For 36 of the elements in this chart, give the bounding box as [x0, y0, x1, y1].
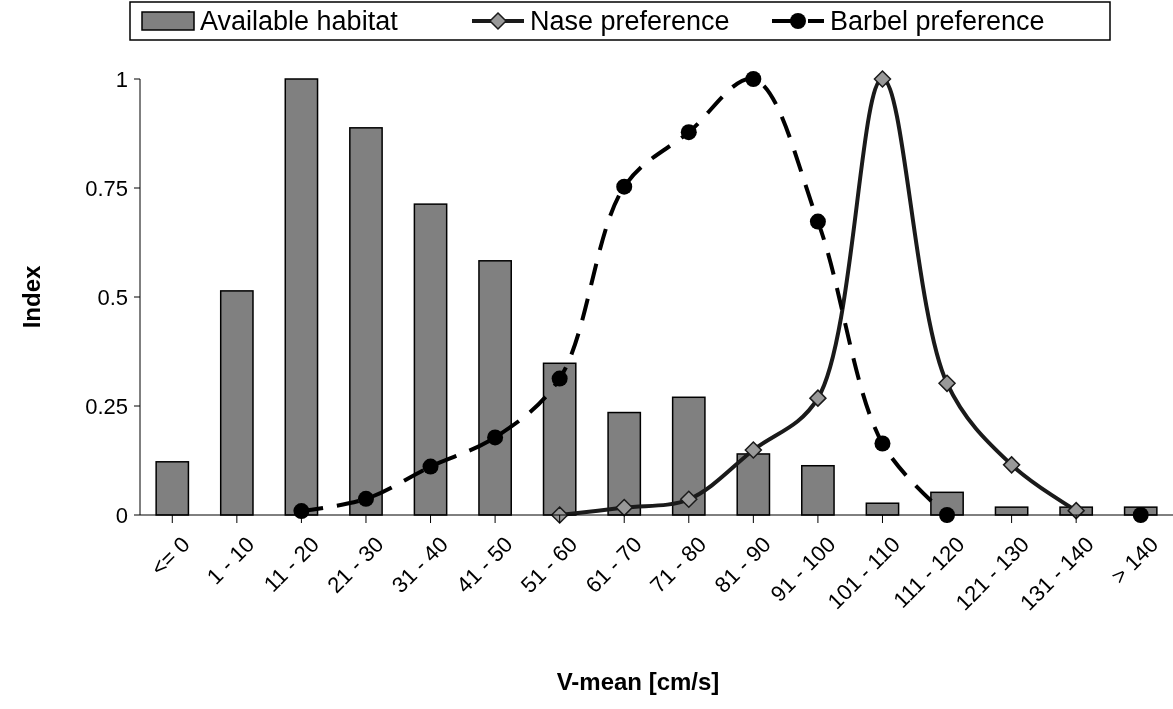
x-tick-label: 71 - 80 — [645, 531, 712, 598]
point — [680, 124, 697, 141]
x-tick-label: <= 0 — [145, 531, 195, 581]
x-tick-label: 61 - 70 — [580, 531, 647, 598]
x-tick-label: 1 - 10 — [201, 531, 260, 590]
point — [1002, 456, 1021, 474]
point — [616, 178, 633, 195]
legend-label: Barbel preference — [830, 6, 1045, 36]
point — [809, 213, 826, 230]
legend-label: Nase preference — [530, 6, 730, 36]
x-tick-label: > 140 — [1106, 531, 1164, 589]
point — [551, 370, 568, 387]
point — [744, 441, 763, 459]
y-axis-title: Index — [18, 265, 45, 329]
x-tick-label: 41 - 50 — [451, 531, 518, 598]
y-tick-label: 0.5 — [97, 284, 128, 310]
point — [680, 490, 698, 509]
point — [615, 498, 633, 517]
point — [938, 374, 956, 393]
y-tick-label: 0 — [115, 502, 128, 528]
point — [874, 435, 891, 452]
point — [422, 458, 439, 475]
x-tick-label: 21 - 30 — [322, 531, 389, 598]
x-tick-label: 31 - 40 — [386, 531, 453, 598]
point — [357, 490, 374, 507]
point — [745, 71, 762, 87]
point — [809, 389, 827, 407]
y-tick-label: 0.75 — [85, 175, 128, 201]
point — [873, 70, 892, 88]
point — [487, 429, 504, 446]
legend-label: Available habitat — [200, 6, 399, 36]
x-tick-label: 51 - 60 — [515, 531, 583, 598]
x-axis-title: V-mean [cm/s] — [556, 668, 720, 695]
y-tick-label: 1 — [115, 66, 128, 92]
x-tick-label: 11 - 20 — [258, 531, 324, 597]
y-tick-label: 0.25 — [85, 393, 128, 419]
